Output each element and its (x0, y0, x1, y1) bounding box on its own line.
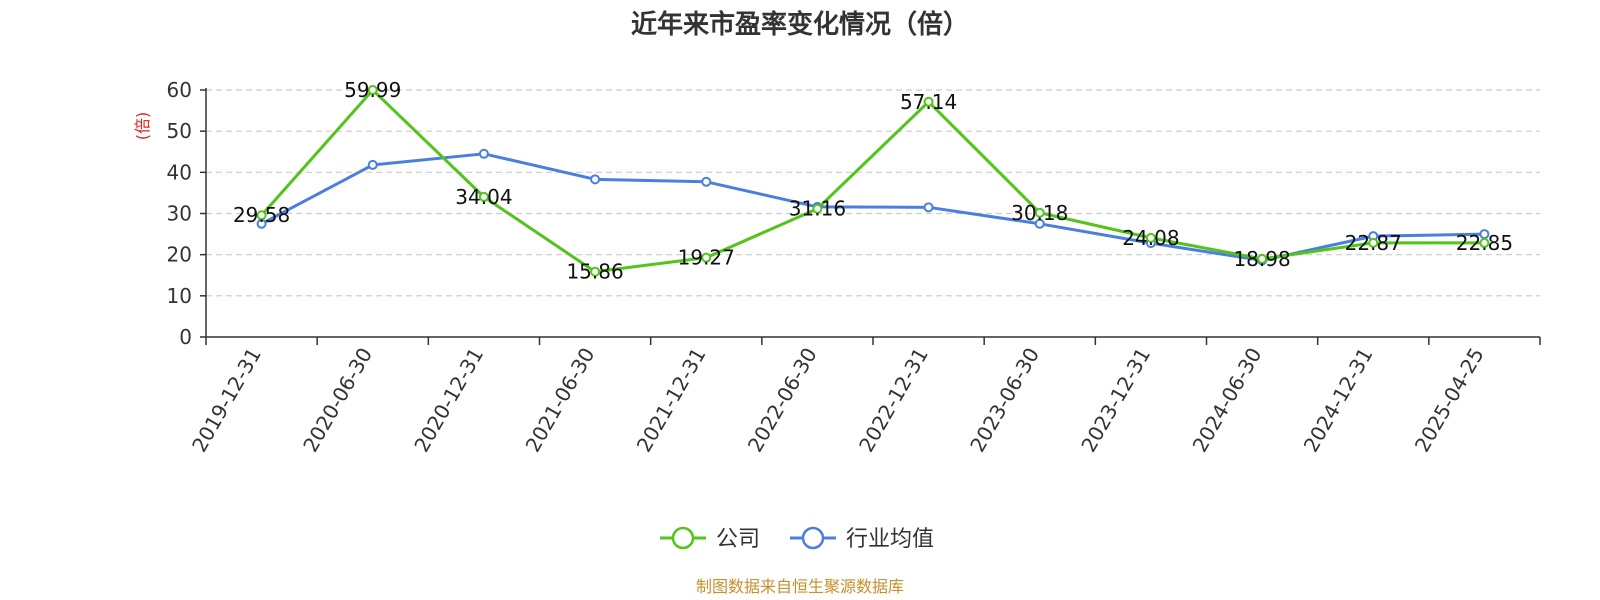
x-tick-label: 2021-06-30 (521, 344, 600, 457)
data-point (590, 266, 601, 277)
legend-label: 公司 (716, 527, 760, 552)
data-point (1034, 207, 1045, 218)
y-tick-label: 0 (179, 325, 192, 349)
legend: 公司 行业均值 (660, 526, 934, 552)
data-label: 34.04 (455, 185, 512, 209)
data-point (590, 174, 601, 185)
legend-label: 行业均值 (846, 527, 934, 552)
legend-marker-icon (801, 526, 825, 550)
data-label: 29.58 (233, 203, 290, 227)
data-point (701, 252, 712, 263)
data-point (1479, 237, 1490, 248)
data-point (478, 191, 489, 202)
data-label: 30.18 (1011, 201, 1068, 225)
chart-title: 近年来市盈率变化情况（倍） (631, 9, 969, 40)
axes: 0 10 20 30 40 50 60 2019-12-31 2020-06-30 2020-12… (167, 78, 1541, 457)
y-tick-label: 60 (167, 78, 192, 102)
data-point (812, 203, 823, 214)
data-label: 15.86 (566, 260, 623, 284)
data-labels: 29.58 59.99 34.04 15.86 19.27 31.16 57.14 30.18… (233, 78, 1513, 284)
y-tick-label: 30 (167, 202, 192, 226)
data-point (923, 202, 934, 213)
data-label: 59.99 (344, 78, 401, 102)
data-label: 19.27 (678, 246, 735, 270)
data-label: 31.16 (789, 197, 846, 221)
y-axis-label: (倍) (133, 112, 152, 141)
y-tick-label: 20 (167, 243, 192, 267)
x-tick-label: 2022-06-30 (743, 344, 822, 457)
data-label: 18.98 (1233, 247, 1290, 271)
y-tick-label: 40 (167, 160, 192, 184)
data-label: 22.87 (1345, 231, 1402, 255)
data-point (1145, 232, 1156, 243)
data-label: 24.08 (1122, 226, 1179, 250)
x-tick-label: 2021-12-31 (632, 344, 711, 457)
x-tick-label: 2023-12-31 (1076, 344, 1155, 457)
data-point (1368, 237, 1379, 248)
legend-marker-icon (671, 526, 695, 550)
series-lines (256, 85, 1490, 277)
data-point (1257, 253, 1268, 264)
data-point (1034, 218, 1045, 229)
x-tick-label: 2025-04-25 (1410, 344, 1489, 457)
source-note: 制图数据来自恒生聚源数据库 (696, 577, 904, 596)
data-label: 57.14 (900, 90, 957, 114)
data-point (367, 85, 378, 96)
data-point (367, 159, 378, 170)
x-tick-label: 2019-12-31 (187, 344, 266, 457)
x-tick-label: 2024-12-31 (1299, 344, 1378, 457)
series-line-0 (260, 88, 1485, 274)
data-label: 22.85 (1456, 231, 1513, 255)
gridlines (206, 89, 1540, 297)
x-tick-label: 2020-12-31 (409, 343, 488, 456)
x-tick-label: 2023-06-30 (965, 344, 1044, 457)
x-tick-label: 2024-06-30 (1188, 344, 1267, 457)
x-tick-label: 2022-12-31 (854, 343, 933, 456)
y-tick-label: 10 (167, 284, 192, 308)
data-point (256, 210, 267, 221)
series-line-1 (260, 152, 1485, 262)
y-tick-label: 50 (167, 119, 192, 143)
data-point (923, 96, 934, 107)
data-point (701, 176, 712, 187)
data-point (478, 148, 489, 159)
x-tick-label: 2020-06-30 (298, 344, 377, 457)
